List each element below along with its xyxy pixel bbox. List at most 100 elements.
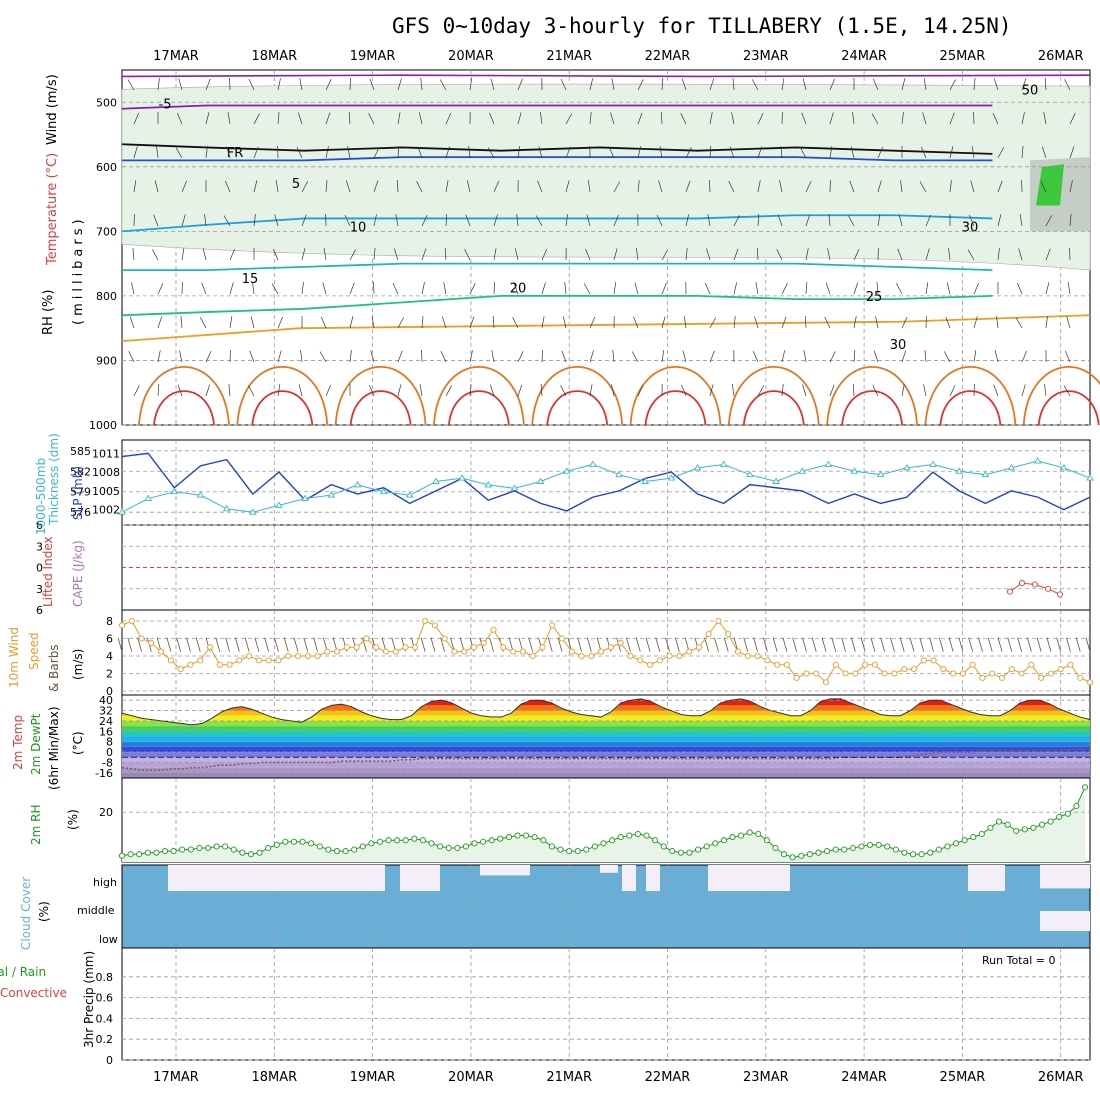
wind-barb [512, 317, 519, 329]
cloud-units: (%) [37, 901, 51, 922]
wind10-barb [430, 637, 436, 652]
wind10-barb [303, 637, 309, 652]
wind-barb [465, 214, 471, 227]
wind10-speed-line-point [236, 657, 243, 664]
wind-barb [397, 112, 401, 125]
wind-barb [754, 316, 759, 329]
rh2m-line-point [462, 843, 469, 850]
wind10-speed-line-point [549, 622, 556, 629]
lifted-index-line-point [1056, 591, 1064, 598]
wind-barb [1043, 112, 1047, 125]
wind-barb [925, 248, 930, 261]
wind10-speed-line-point [470, 644, 478, 651]
wind-barb [706, 248, 711, 261]
wind-barb [541, 282, 546, 295]
wind-barb [513, 282, 519, 295]
top-date-25MAR: 25MAR [940, 49, 986, 64]
contour-label: 5 [292, 177, 300, 192]
isotherm-35-arc [1037, 390, 1100, 426]
thickness-line-point [144, 494, 152, 501]
rh2m-line-point [204, 844, 212, 852]
wind-barb [201, 282, 207, 295]
temp-band [122, 720, 1090, 727]
wind-barb [373, 248, 376, 261]
wind-barb [493, 180, 500, 193]
wind-barb [608, 146, 615, 159]
rh2m-line-point [712, 840, 719, 847]
wind-barb [876, 282, 879, 295]
rh2m-line-point [419, 837, 426, 844]
wind-barb [345, 180, 351, 193]
precip-label-a: Total / Rain [0, 965, 46, 979]
wind-barb [781, 316, 787, 329]
thick-label-a: 1000-500mb [34, 458, 48, 535]
rh2m-line-point [1056, 813, 1063, 820]
rh2m-line-point [385, 837, 392, 844]
wind-barb [349, 350, 352, 363]
wind-barb [175, 147, 183, 159]
wind-barb [802, 384, 807, 397]
wind-barb [828, 214, 831, 227]
contour-label: FR [227, 146, 244, 161]
wind-barb [373, 180, 379, 193]
wind-barb [901, 350, 907, 363]
wind-barb [277, 350, 282, 363]
rh2m-line-point [695, 846, 702, 853]
rh2m-line-point [884, 843, 891, 850]
y-tick-label: 0.8 [96, 971, 114, 984]
wind-barb [176, 112, 183, 125]
rh2m-line-point [531, 834, 538, 841]
isotherm-35-arc [251, 390, 314, 426]
wind10-barb [264, 637, 270, 652]
temp-band [122, 767, 1090, 773]
wind-barb [587, 180, 591, 193]
wind-barb [757, 214, 760, 227]
wind-barb [301, 282, 304, 295]
thickness-line-point [275, 501, 283, 508]
cloud-high-gap [600, 865, 618, 873]
wind-barb [1016, 282, 1023, 295]
wind-barb [922, 112, 927, 125]
thickness-line-point [118, 508, 126, 515]
rh2m-line-point [256, 849, 263, 856]
wind-barb [1064, 79, 1071, 91]
rh2m-line-point [394, 837, 401, 844]
thick-label-b: Thickness (dm) [47, 433, 61, 526]
wind-barb [658, 180, 663, 193]
wind10-barb [362, 637, 367, 652]
lifted-index-line-point [1018, 580, 1026, 587]
wind-barb [228, 384, 231, 397]
wind10-barb [313, 637, 318, 652]
thickness-line-point [824, 460, 833, 467]
wind10-barb [792, 637, 798, 652]
precip-panel: 0 0.2 0.4 0.6 0.8 [96, 947, 1091, 1067]
rh2m-line-point [488, 837, 495, 844]
wind-barb [637, 79, 644, 91]
isotherm-35-arc [153, 390, 215, 426]
wind-barb [973, 350, 977, 363]
rh2m-line-point [325, 846, 332, 853]
y-tick-label: -16 [95, 767, 113, 780]
wind-barb [395, 214, 399, 227]
wind10-barb [850, 637, 856, 652]
cloud-high-gap [708, 865, 790, 891]
contour-label: 10 [350, 220, 367, 235]
wind-barb [1021, 146, 1024, 159]
lifted-label: Lifted Index [41, 536, 55, 607]
rh2m-line-point [222, 843, 229, 850]
wind-barb [514, 248, 519, 261]
y-tick-label: 40 [99, 694, 113, 707]
thickness-line-point [719, 460, 728, 467]
wind10-speed-line-point [304, 652, 311, 660]
thickness-line-point [353, 481, 362, 488]
wind10-speed-line-point [510, 648, 517, 655]
rh2m-line-point [729, 834, 736, 841]
wind10-barb [117, 637, 123, 652]
wind-barb [227, 112, 231, 125]
top-date-17MAR: 17MAR [153, 49, 199, 64]
wind-barb [416, 181, 423, 193]
wind-barb [300, 350, 303, 363]
wind-barb [564, 282, 567, 295]
wind10-barb [743, 637, 749, 652]
rh2m-line-point [179, 846, 186, 853]
